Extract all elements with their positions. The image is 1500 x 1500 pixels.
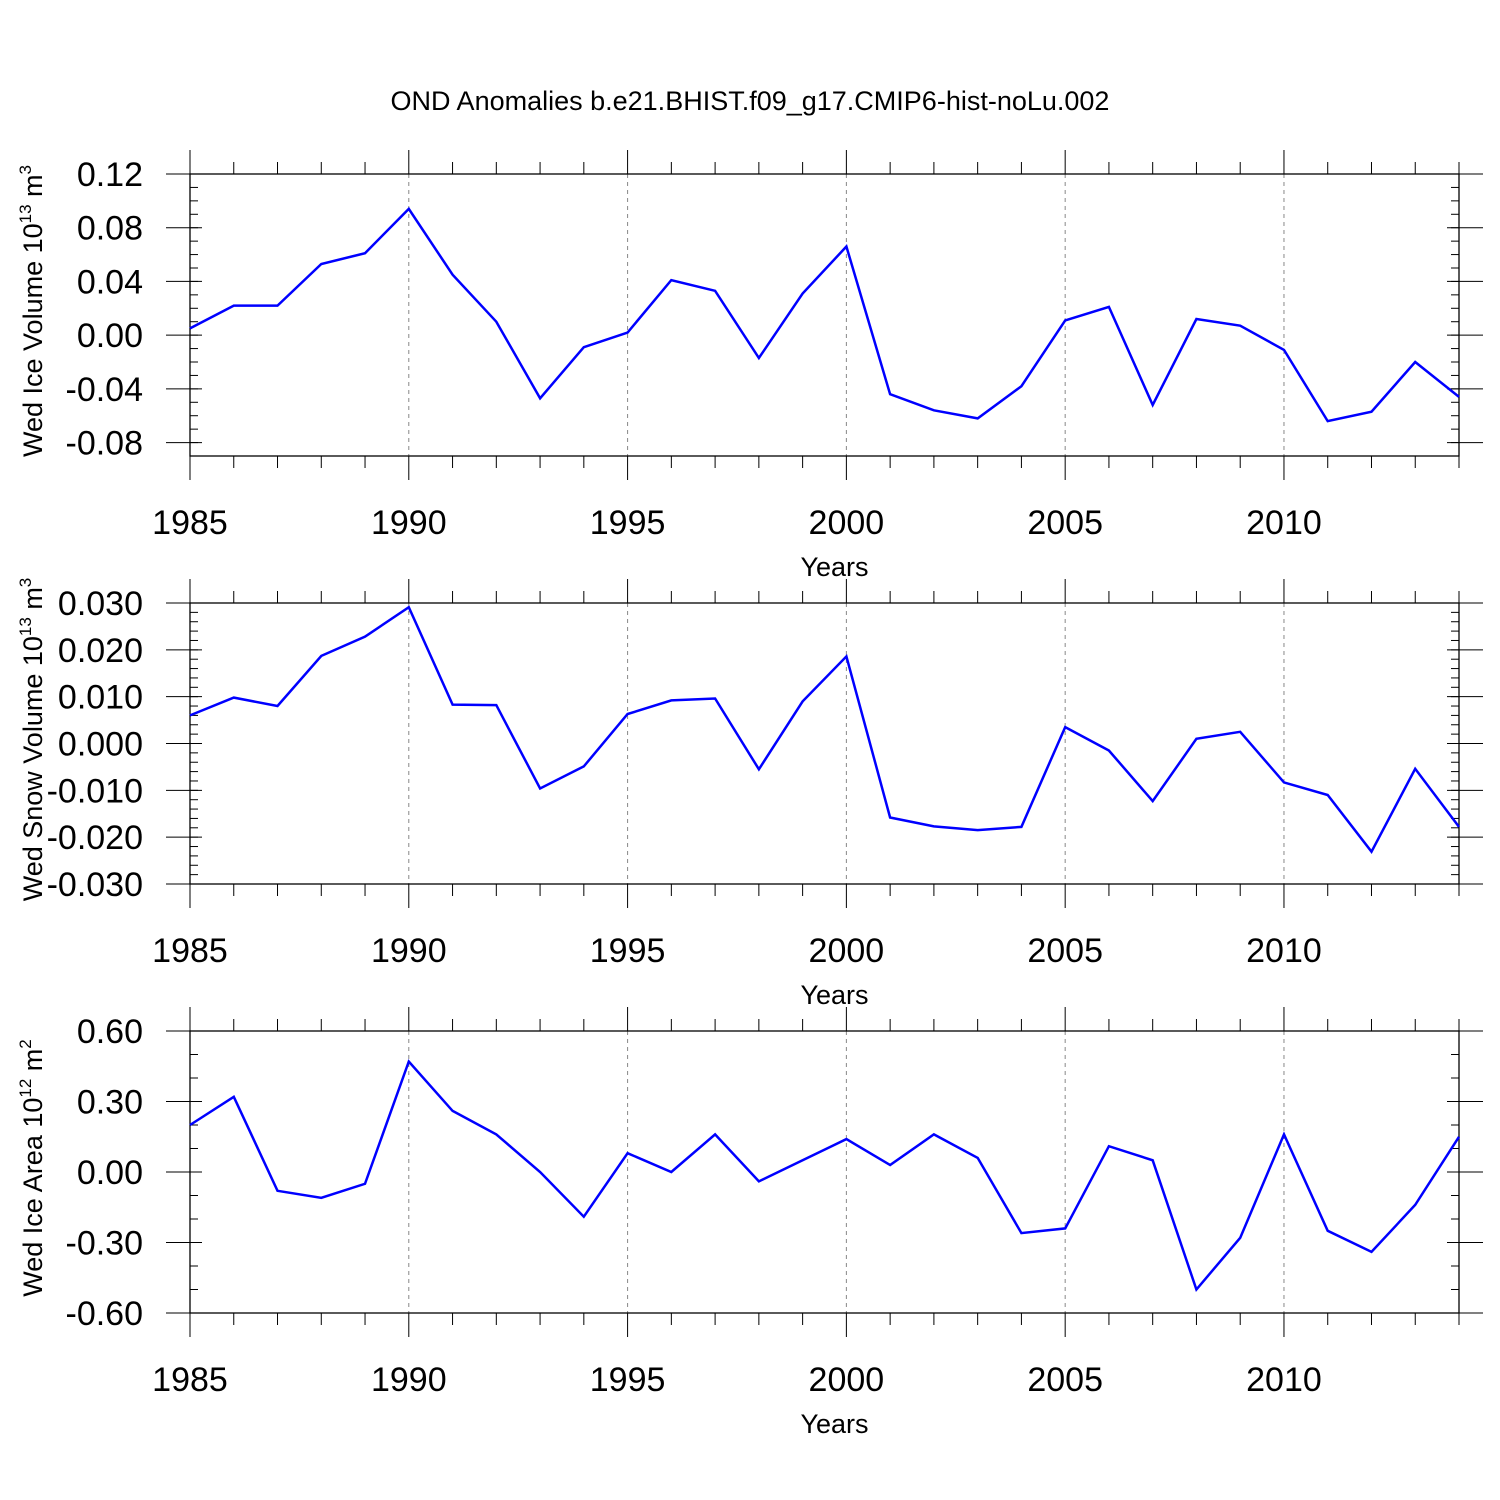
y-tick-label: 0.08 [77, 210, 143, 248]
y-axis-label: Wed Ice Area 1012 m2 [16, 1039, 48, 1297]
plot-frame [189, 173, 1460, 457]
y-tick-label: -0.04 [66, 371, 144, 409]
chart-title: OND Anomalies b.e21.BHIST.f09_g17.CMIP6-… [390, 86, 1110, 116]
x-tick-label: 1995 [590, 932, 666, 970]
y-tick-label: 0.30 [77, 1084, 143, 1122]
y-axis-label: Wed Ice Volume 1013 m3 [16, 165, 48, 457]
x-tick-label: 2000 [809, 1361, 885, 1399]
y-axis-label: Wed Snow Volume 1013 m3 [16, 578, 48, 902]
y-tick-label: -0.010 [47, 772, 143, 810]
y-tick-label: 0.60 [77, 1013, 143, 1051]
y-tick-label: -0.08 [66, 425, 144, 463]
y-tick-label: -0.030 [47, 866, 143, 904]
x-tick-label: 1985 [152, 1361, 228, 1399]
x-tick-label: 1990 [371, 504, 447, 542]
plot-frame [189, 602, 1460, 885]
x-tick-label: 2005 [1027, 1361, 1103, 1399]
x-tick-label: 1990 [371, 1361, 447, 1399]
x-tick-label: 2010 [1246, 504, 1322, 542]
series-line [189, 206, 1460, 423]
series-line [189, 605, 1460, 855]
x-tick-label: 2010 [1246, 932, 1322, 970]
series-line [189, 1059, 1461, 1292]
x-tick-label: 1985 [152, 504, 228, 542]
x-tick-label: 2005 [1027, 504, 1103, 542]
y-tick-label: 0.020 [58, 632, 143, 670]
ice-area-panel: 1985 1990 1995 2000 2005 2010 0.60 0.30 0.00 -0.3… [16, 1007, 1483, 1439]
x-tick-label: 1995 [590, 1361, 666, 1399]
ice-volume-panel: 1985 1990 1995 2000 2005 2010 0.12 0.08 0.04 0.00… [16, 150, 1483, 582]
x-tick-label: 2000 [809, 932, 885, 970]
x-axis-label: Years [800, 552, 868, 582]
y-tick-label: 0.04 [77, 263, 143, 301]
x-tick-label: 2010 [1246, 1361, 1322, 1399]
y-tick-label: 0.12 [77, 156, 143, 194]
y-tick-label: 0.00 [77, 317, 143, 355]
x-tick-label: 1995 [590, 504, 666, 542]
y-tick-label: -0.30 [66, 1225, 144, 1263]
x-axis-label: Years [800, 1409, 868, 1439]
x-tick-label: 1985 [152, 932, 228, 970]
y-tick-label: 0.010 [58, 679, 143, 717]
y-tick-label: 0.000 [58, 726, 143, 764]
y-tick-label: 0.00 [77, 1154, 143, 1192]
x-tick-label: 2000 [809, 504, 885, 542]
x-tick-label: 2005 [1027, 932, 1103, 970]
x-tick-label: 1990 [371, 932, 447, 970]
y-tick-label: -0.60 [66, 1295, 144, 1333]
plot-frame [189, 1030, 1460, 1314]
y-tick-label: 0.030 [58, 585, 143, 623]
y-tick-label: -0.020 [47, 819, 143, 857]
x-axis-label: Years [800, 980, 868, 1010]
snow-volume-panel: 1985 1990 1995 2000 2005 2010 0.030 0.020 0.010 0… [16, 578, 1483, 1010]
